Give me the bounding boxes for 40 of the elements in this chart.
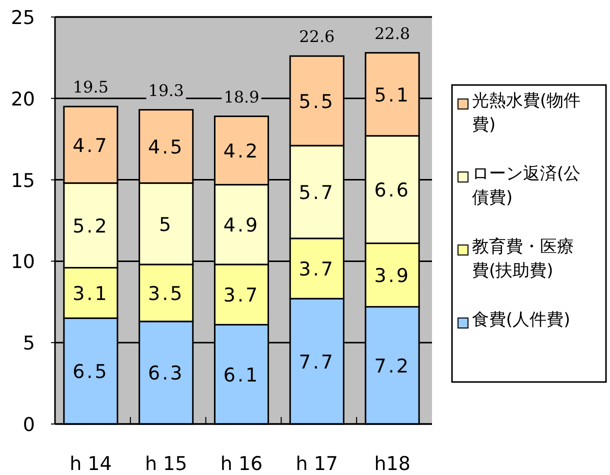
data-label: 6.6 — [374, 180, 410, 202]
total-label: 18.9 — [224, 87, 260, 106]
x-tick-label: h 16 — [220, 453, 263, 475]
legend-label: 教育費・医療費(扶助費) — [472, 236, 575, 283]
total-label: 19.5 — [72, 78, 109, 97]
data-label: 4.7 — [72, 134, 109, 157]
data-label: 6.3 — [148, 362, 184, 385]
y-tick-label: 0 — [22, 414, 35, 436]
data-label: 5 — [159, 214, 174, 236]
y-tick-label: 10 — [10, 251, 35, 274]
data-label: 6.1 — [223, 364, 260, 386]
data-label: 3.7 — [223, 284, 260, 307]
data-label: 7.7 — [298, 351, 336, 374]
y-tick-label: 15 — [10, 170, 35, 192]
legend-label: 食費(人件費) — [472, 309, 572, 332]
legend-label: ローン返済(公債費) — [472, 163, 582, 210]
data-label: 5.5 — [298, 90, 336, 113]
y-tick-label: 20 — [10, 88, 35, 110]
data-label: 3.9 — [374, 265, 410, 288]
data-label: 3.7 — [298, 258, 336, 281]
y-tick-label: 5 — [22, 332, 35, 355]
data-label: 5.7 — [298, 182, 336, 204]
legend-label: 光熱水費(物件費) — [472, 90, 582, 137]
data-label: 3.1 — [72, 282, 109, 305]
x-tick-label: h18 — [374, 453, 410, 475]
total-label: 22.8 — [374, 24, 410, 43]
total-label: 19.3 — [148, 80, 184, 100]
data-label: 4.2 — [223, 140, 260, 162]
x-tick-label: h 17 — [296, 453, 338, 475]
data-label: 5.1 — [374, 84, 410, 106]
data-label: 3.5 — [148, 282, 184, 305]
y-tick-label: 25 — [10, 7, 35, 29]
data-label: 7.2 — [374, 355, 410, 378]
data-label: 6.5 — [72, 361, 109, 384]
x-tick-label: h 15 — [144, 453, 188, 475]
data-label: 4.9 — [223, 214, 260, 237]
data-label: 5.2 — [72, 215, 109, 238]
data-label: 4.5 — [148, 136, 184, 158]
total-label: 22.6 — [299, 27, 335, 46]
x-tick-label: h 14 — [70, 453, 112, 475]
